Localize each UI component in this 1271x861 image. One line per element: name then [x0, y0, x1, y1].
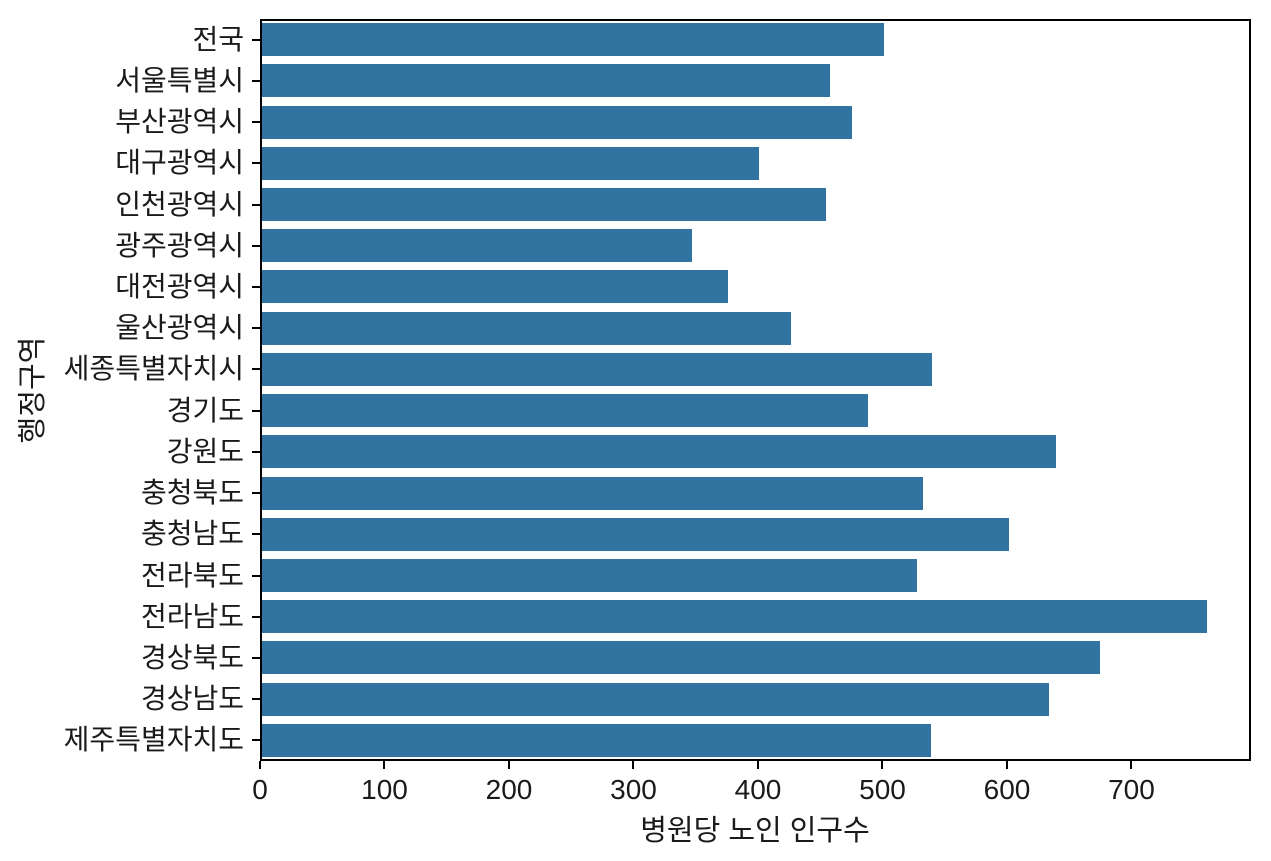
ytick-mark — [252, 492, 260, 495]
bar-울산광역시 — [262, 311, 792, 345]
ytick-label: 경기도 — [166, 394, 244, 426]
ytick-label: 세종특별자치시 — [63, 353, 244, 385]
ytick-mark — [252, 327, 260, 330]
ytick-label: 전국 — [192, 23, 244, 55]
ytick-mark — [252, 450, 260, 453]
bar-충청남도 — [262, 517, 1009, 551]
ytick-label: 제주특별자치도 — [63, 724, 244, 756]
x-axis-label: 병원당 노인 인구수 — [640, 815, 870, 847]
xtick-label: 0 — [252, 774, 268, 805]
ytick-mark — [252, 698, 260, 701]
ytick-mark — [252, 409, 260, 412]
xtick-mark — [383, 761, 386, 769]
ytick-label: 강원도 — [166, 435, 244, 467]
bar-경상북도 — [262, 641, 1100, 675]
ytick-label: 충청남도 — [140, 518, 244, 550]
xtick-label: 600 — [983, 774, 1031, 805]
xtick-mark — [1005, 761, 1008, 769]
xtick-label: 400 — [734, 774, 782, 805]
ytick-mark — [252, 368, 260, 371]
xtick-label: 700 — [1108, 774, 1155, 805]
ytick-mark — [252, 162, 260, 165]
xtick-mark — [632, 761, 635, 769]
ytick-label: 대구광역시 — [115, 147, 244, 179]
ytick-mark — [252, 285, 260, 288]
bar-인천광역시 — [262, 188, 826, 221]
plot-area — [260, 19, 1251, 761]
ytick-label: 충청북도 — [140, 477, 244, 509]
ytick-mark — [252, 244, 260, 247]
bar-전라북도 — [262, 559, 917, 592]
ytick-mark — [252, 79, 260, 82]
ytick-mark — [252, 656, 260, 659]
xtick-mark — [259, 761, 261, 769]
ytick-label: 경상남도 — [140, 683, 244, 715]
bar-대전광역시 — [262, 270, 728, 304]
bar-경기도 — [262, 394, 869, 428]
xtick-label: 300 — [610, 774, 657, 805]
ytick-label: 경상북도 — [140, 641, 244, 673]
ytick-label: 광주광역시 — [115, 229, 244, 261]
bar-서울특별시 — [262, 64, 830, 98]
xtick-label: 100 — [361, 774, 408, 805]
bar-대구광역시 — [262, 146, 759, 180]
ytick-label: 인천광역시 — [115, 188, 244, 220]
ytick-label: 울산광역시 — [115, 312, 244, 344]
ytick-label: 서울특별시 — [115, 64, 244, 96]
ytick-mark — [252, 533, 260, 536]
ytick-label: 대전광역시 — [115, 270, 244, 302]
xtick-mark — [881, 761, 884, 769]
ytick-mark — [252, 121, 260, 124]
ytick-mark — [252, 615, 260, 618]
ytick-mark — [252, 203, 260, 206]
xtick-label: 200 — [485, 774, 533, 805]
xtick-mark — [756, 761, 759, 769]
bar-광주광역시 — [262, 229, 692, 263]
bar-세종특별자치시 — [262, 352, 932, 386]
bar-전국 — [262, 23, 885, 57]
bar-강원도 — [262, 435, 1057, 469]
xtick-mark — [507, 761, 510, 769]
bar-제주특별자치도 — [262, 723, 931, 757]
ytick-label: 전라남도 — [140, 600, 244, 632]
ytick-mark — [252, 38, 260, 41]
bar-부산광역시 — [262, 105, 853, 139]
bar-충청북도 — [262, 476, 924, 510]
xtick-mark — [1130, 761, 1133, 769]
ytick-label: 부산광역시 — [115, 106, 244, 138]
ytick-mark — [252, 739, 260, 742]
ytick-label: 전라북도 — [140, 559, 244, 591]
bar-경상남도 — [262, 682, 1049, 716]
bar-전라남도 — [262, 600, 1207, 634]
ytick-mark — [252, 574, 260, 577]
xtick-label: 500 — [859, 774, 906, 805]
